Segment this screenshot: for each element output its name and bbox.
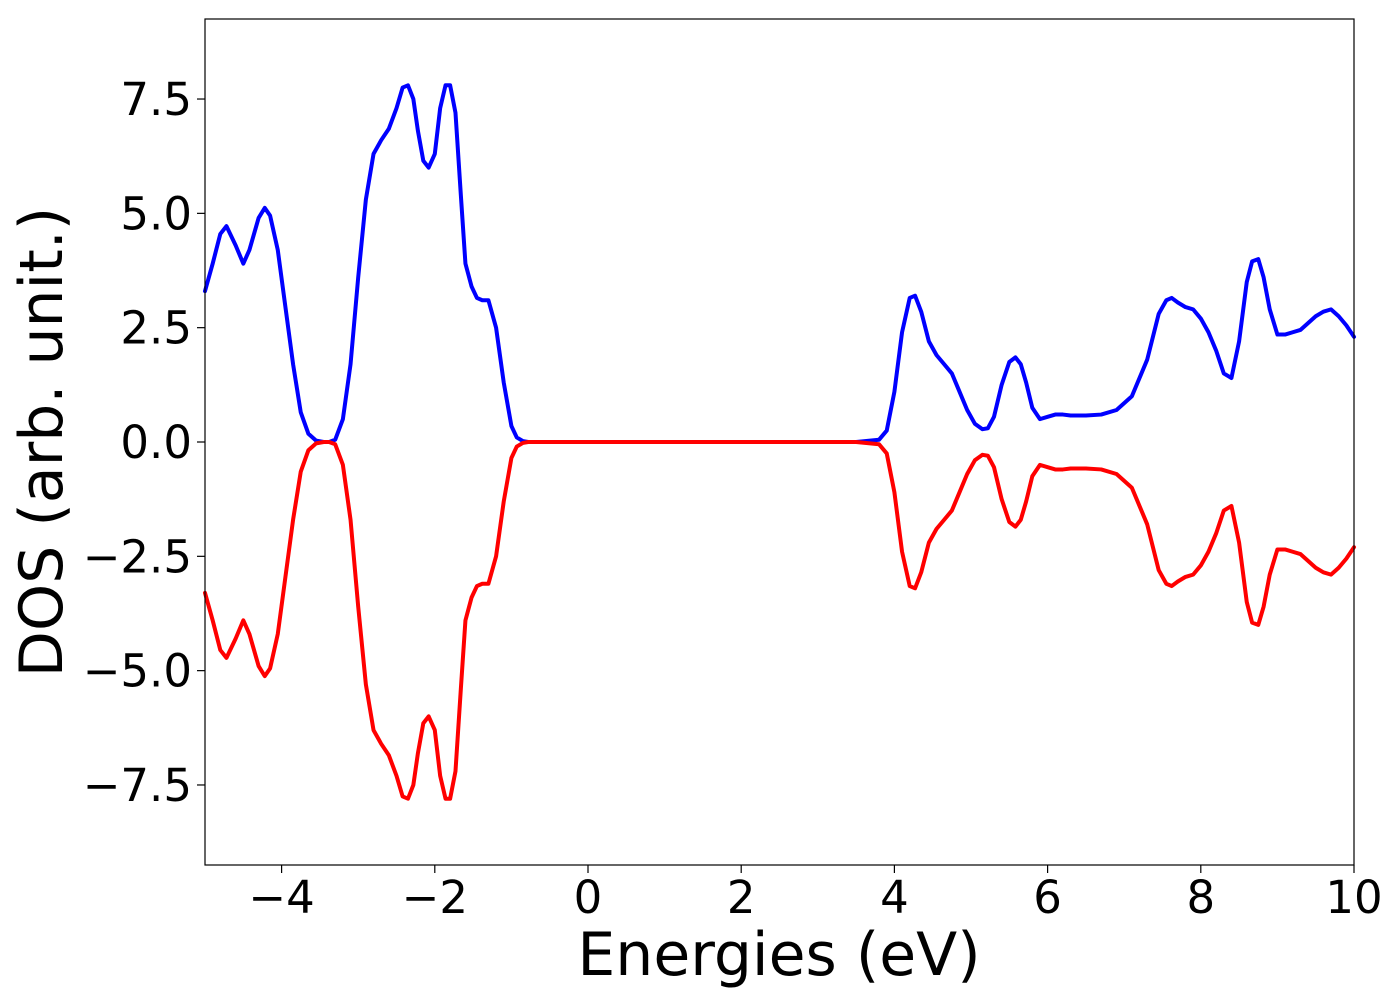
x-axis: −4 −2 0 2 4 6 8 10	[248, 865, 1383, 924]
x-tick-label: 2	[727, 871, 756, 924]
y-axis: −7.5 −5.0 −2.5 0.0 2.5 5.0 7.5	[83, 73, 205, 812]
x-tick-label: 6	[1033, 871, 1062, 924]
y-tick-label: 7.5	[120, 73, 192, 126]
y-tick-label: −2.5	[83, 530, 192, 583]
series-line-2	[203, 440, 1356, 801]
x-tick-label: 4	[880, 871, 909, 924]
y-tick-label: 0.0	[120, 416, 192, 469]
x-axis-title: Energies (eV)	[577, 920, 980, 990]
y-tick-label: 2.5	[120, 302, 192, 355]
x-tick-label: 10	[1325, 871, 1382, 924]
y-axis-title: DOS (arb. unit.)	[7, 207, 77, 677]
x-tick-label: −4	[248, 871, 314, 924]
x-tick-label: −2	[402, 871, 468, 924]
y-tick-label: −5.0	[83, 645, 192, 698]
y-tick-label: 5.0	[120, 187, 192, 240]
y-tick-label: −7.5	[83, 759, 192, 812]
series-line-1	[203, 83, 1356, 444]
series-layer	[203, 83, 1356, 801]
x-tick-label: 0	[574, 871, 603, 924]
x-tick-label: 8	[1186, 871, 1215, 924]
